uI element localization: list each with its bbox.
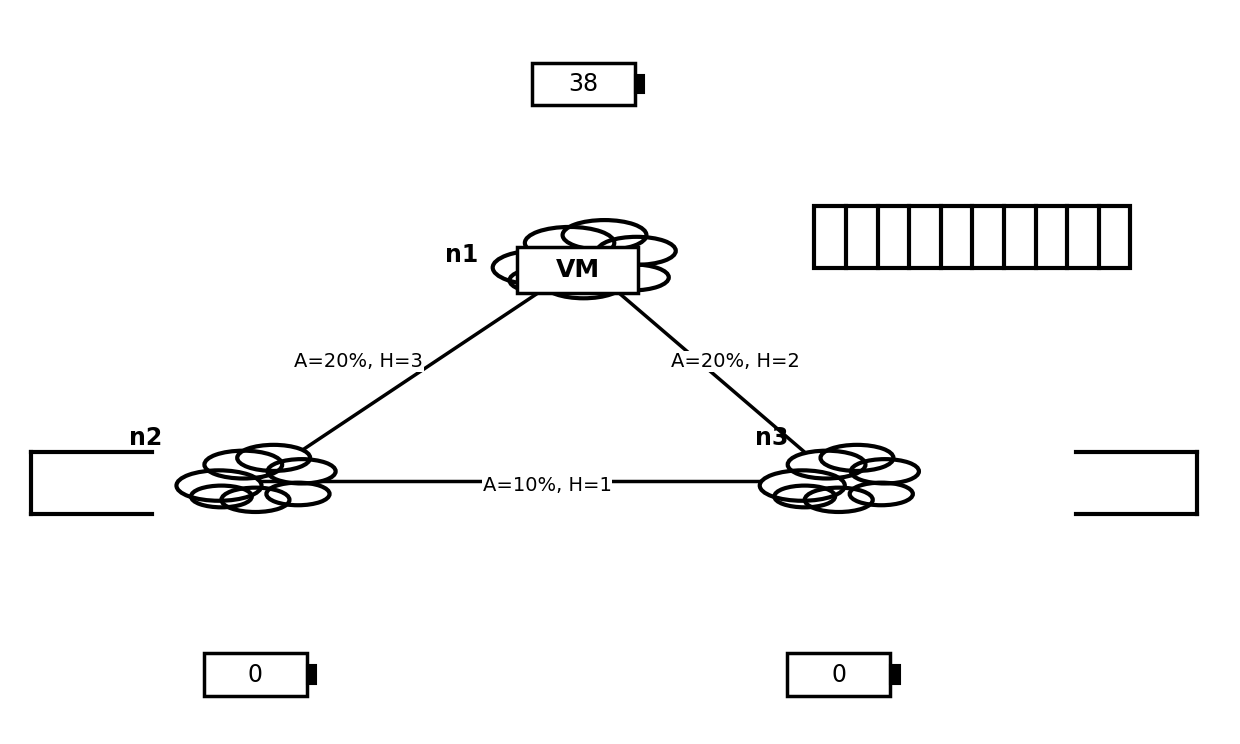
Ellipse shape (821, 445, 893, 471)
Text: A=20%, H=3: A=20%, H=3 (294, 352, 423, 371)
Bar (635, 74, 645, 93)
Ellipse shape (774, 486, 835, 507)
Ellipse shape (787, 451, 866, 478)
Ellipse shape (760, 470, 844, 501)
Text: n3: n3 (755, 426, 789, 449)
Ellipse shape (176, 470, 262, 501)
Text: A=10%, H=1: A=10%, H=1 (482, 475, 611, 495)
Ellipse shape (510, 268, 579, 293)
Ellipse shape (492, 250, 590, 285)
Bar (815, 206, 1131, 268)
Ellipse shape (598, 237, 676, 265)
Bar (308, 665, 316, 684)
Bar (517, 247, 639, 292)
Ellipse shape (222, 487, 289, 512)
Ellipse shape (525, 227, 614, 259)
Text: 38: 38 (568, 72, 599, 96)
Text: A=20%, H=2: A=20%, H=2 (671, 352, 800, 371)
Text: VM: VM (556, 258, 599, 282)
Ellipse shape (544, 270, 622, 298)
Bar (787, 653, 890, 696)
Ellipse shape (849, 483, 913, 505)
Ellipse shape (596, 264, 668, 290)
Ellipse shape (805, 487, 873, 512)
Ellipse shape (191, 486, 252, 507)
Text: 0: 0 (248, 663, 263, 687)
Text: 0: 0 (831, 663, 846, 687)
Ellipse shape (205, 451, 283, 478)
Ellipse shape (237, 445, 310, 471)
Ellipse shape (563, 220, 646, 250)
Ellipse shape (851, 459, 919, 484)
Ellipse shape (268, 459, 336, 484)
Bar (532, 62, 635, 105)
Text: n2: n2 (129, 426, 162, 449)
Bar (890, 665, 900, 684)
Ellipse shape (267, 483, 330, 505)
Text: n1: n1 (445, 243, 479, 267)
Bar (203, 653, 308, 696)
